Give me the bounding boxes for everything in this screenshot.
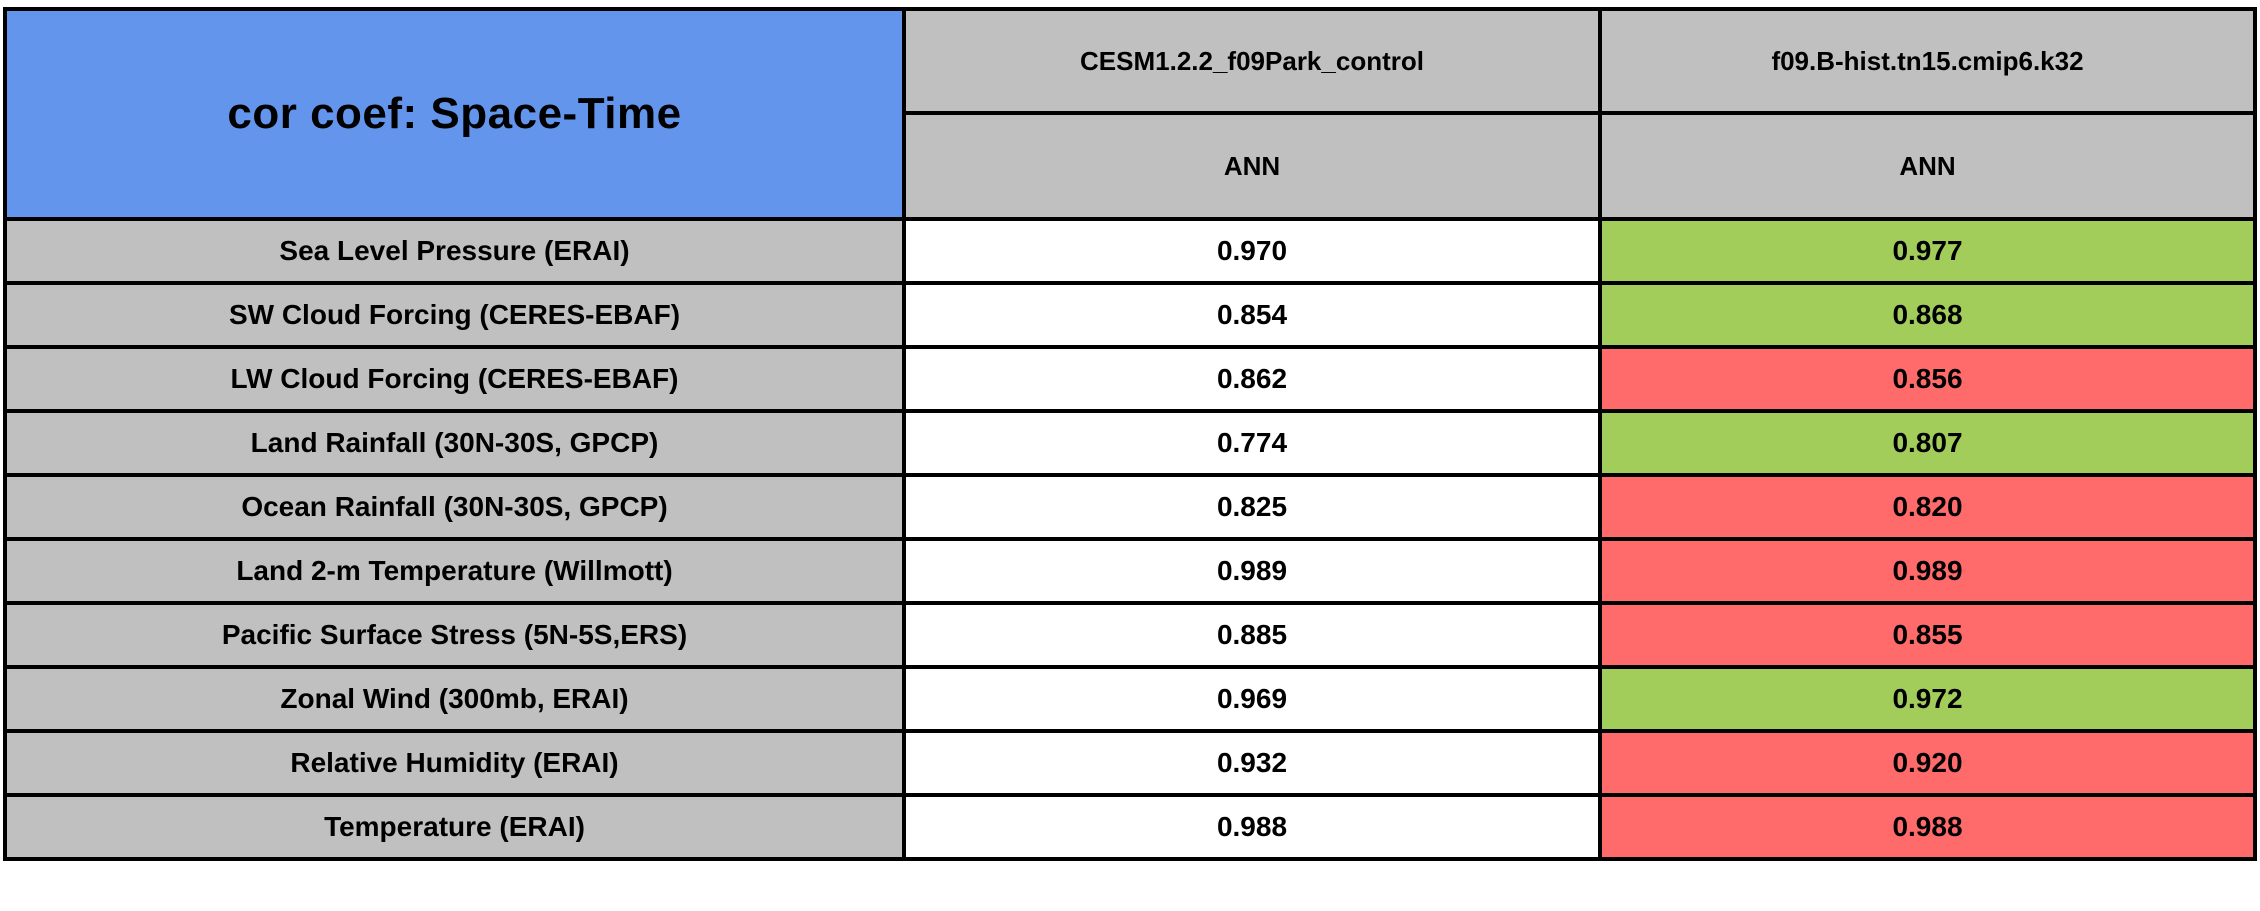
test-value: 0.868 xyxy=(1598,281,2257,349)
variable-label: LW Cloud Forcing (CERES-EBAF) xyxy=(3,345,906,413)
table-row: Land Rainfall (30N-30S, GPCP) 0.774 0.80… xyxy=(3,409,2257,477)
metrics-table-container: cor coef: Space-Time CESM1.2.2_f09Park_c… xyxy=(3,7,2257,861)
variable-label: Sea Level Pressure (ERAI) xyxy=(3,217,906,285)
test-value: 0.989 xyxy=(1598,537,2257,605)
control-value: 0.932 xyxy=(902,729,1602,797)
control-value: 0.970 xyxy=(902,217,1602,285)
cor-coef-space-time-table: cor coef: Space-Time CESM1.2.2_f09Park_c… xyxy=(3,7,2257,861)
table-row: SW Cloud Forcing (CERES-EBAF) 0.854 0.86… xyxy=(3,281,2257,349)
test-value: 0.855 xyxy=(1598,601,2257,669)
table-body: cor coef: Space-Time CESM1.2.2_f09Park_c… xyxy=(3,7,2257,861)
season-header-control: ANN xyxy=(902,111,1602,221)
variable-label: Temperature (ERAI) xyxy=(3,793,906,861)
season-header-test: ANN xyxy=(1598,111,2257,221)
model-header-test: f09.B-hist.tn15.cmip6.k32 xyxy=(1598,7,2257,115)
test-value: 0.977 xyxy=(1598,217,2257,285)
variable-label: SW Cloud Forcing (CERES-EBAF) xyxy=(3,281,906,349)
table-row: Zonal Wind (300mb, ERAI) 0.969 0.972 xyxy=(3,665,2257,733)
table-title: cor coef: Space-Time xyxy=(3,7,906,221)
control-value: 0.989 xyxy=(902,537,1602,605)
table-row: Ocean Rainfall (30N-30S, GPCP) 0.825 0.8… xyxy=(3,473,2257,541)
variable-label: Pacific Surface Stress (5N-5S,ERS) xyxy=(3,601,906,669)
table-row: LW Cloud Forcing (CERES-EBAF) 0.862 0.85… xyxy=(3,345,2257,413)
test-value: 0.920 xyxy=(1598,729,2257,797)
variable-label: Ocean Rainfall (30N-30S, GPCP) xyxy=(3,473,906,541)
header-row-models: cor coef: Space-Time CESM1.2.2_f09Park_c… xyxy=(3,7,2257,221)
control-value: 0.854 xyxy=(902,281,1602,349)
variable-label: Relative Humidity (ERAI) xyxy=(3,729,906,797)
test-value: 0.972 xyxy=(1598,665,2257,733)
variable-label: Land Rainfall (30N-30S, GPCP) xyxy=(3,409,906,477)
control-value: 0.969 xyxy=(902,665,1602,733)
variable-label: Land 2-m Temperature (Willmott) xyxy=(3,537,906,605)
table-row: Pacific Surface Stress (5N-5S,ERS) 0.885… xyxy=(3,601,2257,669)
test-value: 0.856 xyxy=(1598,345,2257,413)
control-value: 0.885 xyxy=(902,601,1602,669)
control-value: 0.774 xyxy=(902,409,1602,477)
control-value: 0.988 xyxy=(902,793,1602,861)
table-row: Relative Humidity (ERAI) 0.932 0.920 xyxy=(3,729,2257,797)
header-row-seasons: ANN ANN xyxy=(5,111,2257,221)
test-value: 0.820 xyxy=(1598,473,2257,541)
control-value: 0.825 xyxy=(902,473,1602,541)
control-value: 0.862 xyxy=(902,345,1602,413)
variable-label: Zonal Wind (300mb, ERAI) xyxy=(3,665,906,733)
table-row: Sea Level Pressure (ERAI) 0.970 0.977 xyxy=(3,217,2257,285)
test-value: 0.988 xyxy=(1598,793,2257,861)
model-header-control: CESM1.2.2_f09Park_control xyxy=(902,7,1602,115)
table-row: Temperature (ERAI) 0.988 0.988 xyxy=(3,793,2257,861)
table-row: Land 2-m Temperature (Willmott) 0.989 0.… xyxy=(3,537,2257,605)
test-value: 0.807 xyxy=(1598,409,2257,477)
